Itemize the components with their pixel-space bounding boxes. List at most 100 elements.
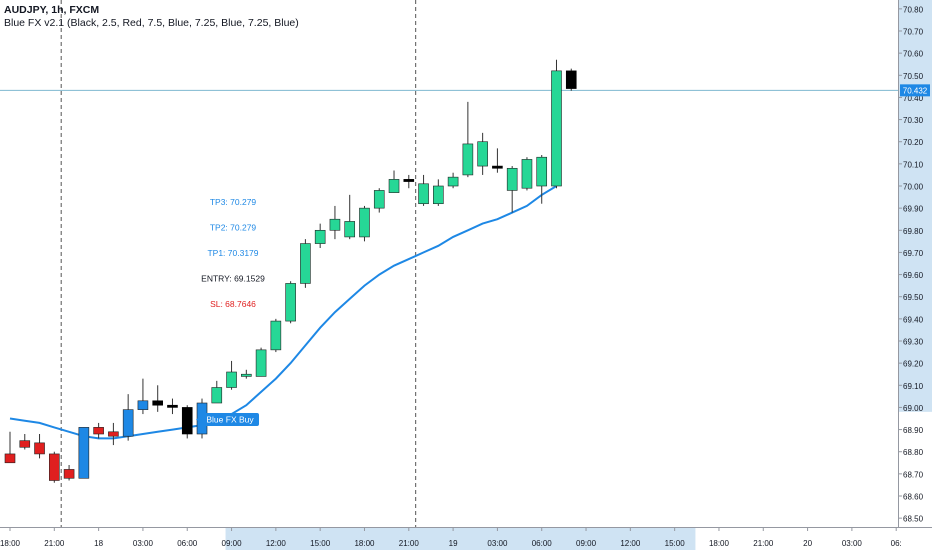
candle-body [108,431,119,437]
current-price-label: 70.432 [903,86,928,95]
price-tick-label: 68.60 [903,493,924,502]
trade-level-label: TP2: 70.279 [210,223,257,233]
price-tick-label: 69.10 [903,382,924,391]
time-tick-label: 18 [94,539,103,548]
candle-body [565,70,577,89]
price-tick-label: 69.20 [903,360,924,369]
candle-body [300,243,311,284]
candle-body [373,190,385,209]
candle-body [211,387,223,404]
price-tick-label: 68.80 [903,448,924,457]
candle-body [167,404,178,408]
candle-body [78,427,90,479]
time-tick-label: 20 [803,539,812,548]
price-tick-label: 69.90 [903,205,924,214]
time-tick-label: 06:00 [532,539,553,548]
price-tick-label: 68.90 [903,426,924,435]
time-tick-label: 21:00 [753,539,774,548]
price-tick-label: 69.40 [903,315,924,324]
candle-body [122,409,134,437]
chart-symbol-title: AUDJPY, 1h, FXCM [4,4,100,16]
buy-signal-pointer [196,416,202,423]
candle-body [137,400,149,410]
time-tick-label: 19 [449,539,458,548]
price-tick-label: 70.50 [903,72,924,81]
buy-signal-label: Blue FX Buy [206,415,254,425]
price-tick-label: 69.00 [903,404,924,413]
time-axis-highlight [225,528,696,550]
price-tick-label: 70.20 [903,138,924,147]
candle-body [241,373,252,377]
time-tick-label: 12:00 [620,539,641,548]
candle-body [433,185,444,205]
time-tick-label: 15:00 [310,539,331,548]
price-tick-label: 70.30 [903,116,924,125]
price-tick-label: 70.40 [903,94,924,103]
time-tick-label: 06: [891,539,902,548]
indicator-legend: Blue FX v2.1 (Black, 2.5, Red, 7.5, Blue… [4,17,299,29]
candle-body [152,400,163,406]
candle-body [344,221,356,238]
time-tick-label: 18:00 [709,539,730,548]
candle-body [551,70,562,187]
time-tick-label: 03:00 [842,539,863,548]
candle-body [270,320,282,351]
time-tick-label: 03:00 [487,539,508,548]
price-tick-label: 68.70 [903,470,924,479]
price-tick-label: 69.80 [903,227,924,236]
price-tick-label: 69.60 [903,271,924,280]
time-tick-label: 21:00 [399,539,420,548]
candle-body [34,442,45,455]
time-tick-label: 21:00 [44,539,65,548]
candle-body [226,371,237,388]
candle-body [418,183,429,205]
price-tick-label: 70.60 [903,50,924,59]
time-tick-label: 03:00 [133,539,154,548]
price-tick-label: 70.10 [903,160,924,169]
price-axis-highlight [899,0,932,412]
price-tick-label: 70.00 [903,183,924,192]
trade-level-label: TP3: 70.279 [210,197,257,207]
candle-body [181,407,193,435]
candle-body [521,159,533,189]
candle-body [93,427,104,435]
candle-body [506,167,518,191]
time-tick-label: 09:00 [576,539,597,548]
price-tick-label: 70.70 [903,28,924,37]
price-tick-label: 69.70 [903,249,924,258]
price-tick-label: 68.50 [903,515,924,524]
price-tick-label: 70.80 [903,5,924,14]
candle-body [477,141,488,167]
candle-body [462,143,474,176]
candle-body [63,469,75,479]
candle-body [388,179,400,193]
candle-body [329,218,341,231]
trade-level-label: ENTRY: 69.1529 [201,274,265,284]
candle-body [4,453,16,464]
candle-body [285,283,296,322]
buy-signal-badge [201,413,260,426]
time-tick-label: 09:00 [222,539,243,548]
price-tick-label: 69.50 [903,293,924,302]
candle-body [536,156,548,187]
time-tick-label: 12:00 [266,539,287,548]
time-tick-label: 18:00 [0,539,21,548]
current-price-badge [900,84,930,97]
trade-level-label: TP1: 70.3179 [207,248,258,258]
candle-body [49,453,60,481]
trade-level-label: SL: 68.7646 [210,299,256,309]
candle-body [492,165,503,169]
time-tick-label: 18:00 [354,539,375,548]
candle-body [359,207,370,238]
time-tick-label: 15:00 [665,539,686,548]
candle-body [314,229,326,244]
candle-body [255,349,267,377]
candle-body [403,179,415,182]
moving-average-line [9,185,558,440]
time-tick-label: 06:00 [177,539,198,548]
candle-body [447,176,459,187]
price-tick-label: 69.30 [903,338,924,347]
candle-body [19,440,31,448]
